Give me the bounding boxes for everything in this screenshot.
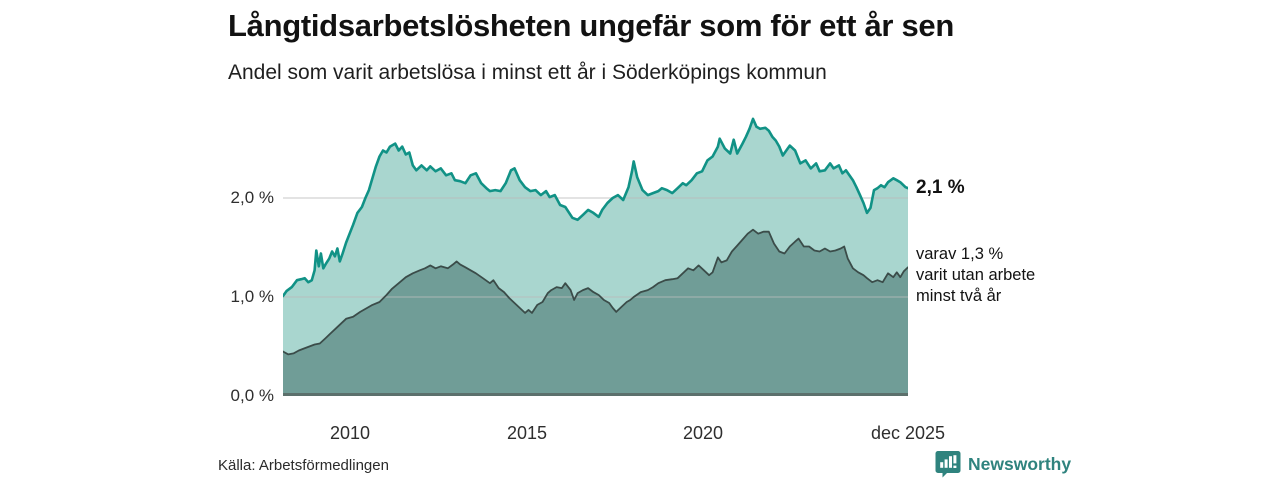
newsworthy-logo-icon <box>935 451 961 478</box>
x-axis-tick-dec-2025: dec 2025 <box>870 423 946 443</box>
series-end-label-total: 2,1 % <box>916 177 965 198</box>
branding: Newsworthy <box>935 450 1071 478</box>
x-axis-tick-2010: 2010 <box>329 423 371 443</box>
line-two-years <box>283 228 908 356</box>
x-axis-tick-2020: 2020 <box>682 423 724 443</box>
subset-label-line-3: minst två år <box>916 287 1002 305</box>
y-axis-tick-1: 1,0 % <box>230 287 274 306</box>
area-two-years <box>283 229 908 396</box>
line-total <box>283 117 908 298</box>
subset-label-line-2: varit utan arbete <box>916 266 1036 284</box>
subset-label-line-1: varav 1,3 % <box>916 245 1004 263</box>
page-subtitle: Andel som varit arbetslösa i minst ett å… <box>228 61 827 84</box>
branding-name: Newsworthy <box>968 453 1072 474</box>
x-axis-tick-2015: 2015 <box>506 423 548 443</box>
y-axis-tick-0: 0,0 % <box>230 386 274 405</box>
page-title: Långtidsarbetslösheten ungefär som för e… <box>228 8 955 43</box>
source-note: Källa: Arbetsförmedlingen <box>218 457 389 474</box>
series-end-label-two-years: varav 1,3 % varit utan arbete minst två … <box>916 244 1035 307</box>
y-axis-tick-2: 2,0 % <box>230 188 274 207</box>
chart-plot <box>283 117 908 396</box>
